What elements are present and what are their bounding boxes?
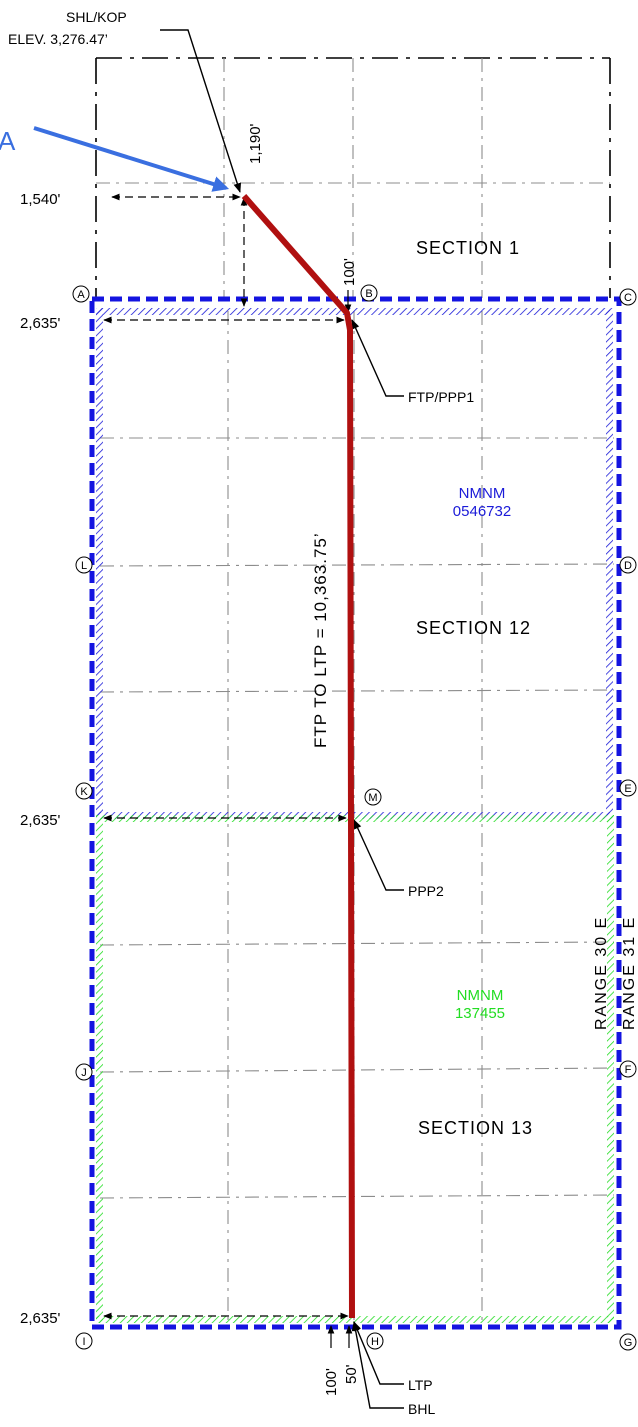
corner-c-letter: C — [624, 292, 632, 304]
corner-d-marker — [619, 556, 637, 574]
corner-j-letter: J — [81, 1067, 87, 1079]
section-1-label: SECTION 1 — [416, 238, 520, 258]
ppp2-leader — [353, 819, 404, 891]
corner-letters: A B C L D K M E J F I H G — [77, 288, 632, 1349]
bhl-label: BHL — [408, 1401, 435, 1417]
section-12-label: SECTION 12 — [416, 618, 531, 638]
corner-h-letter: H — [371, 1336, 379, 1348]
section-1-outline — [95, 57, 611, 298]
lease-lower-line1: NMNM — [457, 987, 504, 1004]
dim-50-bottom: 50' — [343, 1364, 360, 1384]
dim-1540: 1,540' — [20, 191, 61, 208]
corner-markers — [72, 284, 637, 1351]
corner-h-marker — [366, 1332, 384, 1350]
corner-k-letter: K — [80, 786, 88, 798]
dim-100-top: 100' — [341, 258, 358, 286]
corner-a-marker — [72, 285, 90, 303]
bhl-leader — [351, 1321, 404, 1409]
corner-i-letter: I — [82, 1336, 85, 1348]
corner-g-letter: G — [624, 1337, 633, 1349]
corner-c-marker — [619, 288, 637, 306]
section-13-label: SECTION 13 — [418, 1118, 533, 1138]
corner-f-marker — [619, 1060, 637, 1078]
corner-b-marker — [360, 284, 378, 302]
range-31-label: RANGE 31 E — [621, 916, 638, 1030]
corner-f-letter: F — [625, 1064, 632, 1076]
corner-m-letter: M — [368, 792, 377, 804]
corner-m-marker — [364, 788, 382, 806]
pointer-a: A — [0, 126, 230, 192]
corner-g-marker — [619, 1333, 637, 1351]
ftp-label: FTP/PPP1 — [408, 389, 474, 405]
corner-a-letter: A — [77, 289, 85, 301]
dim-2635-i: 2,635' — [20, 1310, 61, 1327]
pointer-a-label: A — [0, 126, 16, 156]
lateral-length-label: FTP TO LTP = 10,363.75’ — [311, 532, 330, 748]
corner-l-letter: L — [81, 560, 87, 572]
dim-2635-a: 2,635' — [20, 315, 61, 332]
corner-b-letter: B — [365, 288, 372, 300]
lease-upper-line1: NMNM — [459, 485, 506, 502]
ftp-leader — [351, 319, 404, 397]
corner-e-marker — [619, 779, 637, 797]
lease-upper-line2: 0546732 — [453, 503, 511, 520]
ltp-leader — [353, 1321, 404, 1385]
lease-lower-line2: 137455 — [455, 1005, 505, 1022]
shl-elevation: ELEV. 3,276.47’ — [8, 31, 108, 47]
ltp-label: LTP — [408, 1377, 433, 1393]
shl-leader — [160, 29, 242, 193]
lease-nmnm-137455-boundary — [96, 815, 614, 1323]
corner-i-marker — [75, 1332, 93, 1350]
dim-1190: 1,190' — [247, 123, 264, 164]
leader-lines — [160, 29, 404, 1409]
shl-label: SHL/KOP — [66, 9, 127, 25]
corner-d-letter: D — [624, 560, 632, 572]
dim-2635-k: 2,635' — [20, 812, 61, 829]
corner-k-marker — [75, 782, 93, 800]
wellbore-path — [241, 194, 355, 1319]
corner-j-marker — [75, 1063, 93, 1081]
corner-e-letter: E — [624, 783, 631, 795]
dimension-lines — [103, 193, 353, 1348]
dim-100-bottom: 100' — [323, 1368, 340, 1396]
corner-l-marker — [75, 556, 93, 574]
ppp2-label: PPP2 — [408, 883, 444, 899]
range-30-label: RANGE 30 E — [593, 916, 610, 1030]
